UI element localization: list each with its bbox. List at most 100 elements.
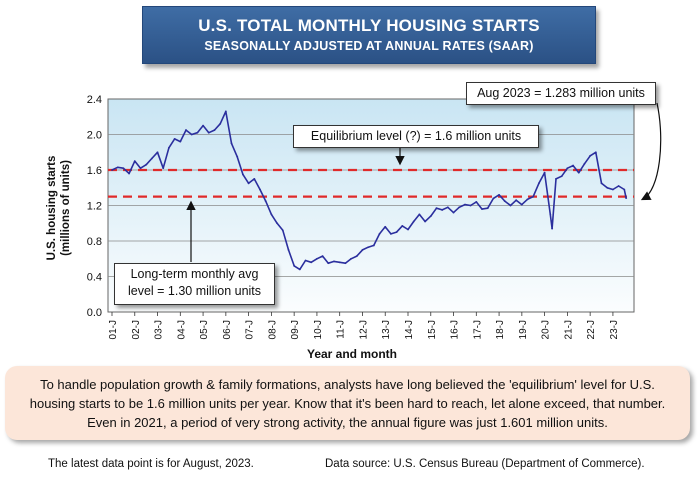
data-point (600, 182, 603, 185)
x-tick-label: 15-J (427, 320, 438, 339)
data-point (577, 171, 580, 174)
y-axis-label: U.S. housing starts (46, 156, 58, 261)
equilibrium-label: Equilibrium level (?) = 1.6 million unit… (310, 129, 522, 143)
data-point (316, 257, 318, 260)
data-point (133, 160, 136, 163)
data-point (543, 171, 546, 174)
data-point (520, 203, 523, 206)
y-tick-label: 0.4 (87, 272, 102, 284)
data-point (625, 197, 628, 200)
data-point (515, 199, 518, 202)
data-point (224, 110, 227, 113)
data-point (446, 206, 449, 209)
data-point (202, 124, 204, 127)
x-tick-label: 16-J (450, 320, 461, 339)
x-tick-label: 03-J (154, 320, 165, 339)
x-tick-label: 21-J (563, 320, 574, 339)
data-point (606, 186, 609, 189)
latest-point-label: Aug 2023 = 1.283 million units (477, 86, 645, 100)
data-point (247, 182, 250, 185)
data-point (486, 207, 489, 210)
x-tick-label: 07-J (245, 320, 256, 339)
data-point (429, 215, 432, 218)
y-tick-label: 1.2 (87, 201, 102, 213)
y-axis-ticks: 0.0 0.4 0.8 1.2 1.6 2.0 2.4 (87, 94, 102, 319)
data-point (612, 188, 614, 191)
data-point (412, 220, 415, 223)
data-point (475, 201, 478, 203)
x-tick-label: 19-J (518, 320, 529, 339)
data-point (384, 225, 387, 228)
data-point (566, 167, 569, 170)
footer-data-source: Data source: U.S. Census Bureau (Departm… (325, 458, 645, 470)
data-point (424, 220, 426, 223)
y-tick-label: 2.0 (87, 130, 102, 142)
data-point (623, 188, 626, 191)
data-point (139, 167, 142, 170)
data-point (128, 172, 130, 175)
data-point (304, 259, 307, 262)
data-point (452, 211, 455, 214)
data-point (458, 206, 461, 209)
x-tick-label: 05-J (199, 320, 210, 339)
data-point (538, 182, 540, 185)
x-tick-label: 09-J (290, 320, 301, 339)
data-point (498, 193, 500, 196)
data-point (372, 244, 375, 247)
chart-title-banner: U.S. TOTAL MONTHLY HOUSING STARTS SEASON… (142, 6, 596, 64)
x-tick-label: 08-J (267, 320, 278, 339)
data-point (435, 207, 438, 210)
x-tick-label: 04-J (176, 320, 187, 339)
data-point (464, 203, 466, 206)
data-point (594, 151, 597, 154)
chart-title: U.S. TOTAL MONTHLY HOUSING STARTS (198, 16, 540, 35)
data-point (321, 255, 324, 257)
equilibrium-callout: Equilibrium level (?) = 1.6 million unit… (293, 125, 539, 148)
reference-lines (108, 168, 634, 198)
data-point (333, 260, 335, 263)
x-tick-label: 20-J (541, 320, 552, 339)
data-point (617, 185, 620, 187)
x-tick-label: 22-J (586, 320, 597, 339)
note-text: To handle population growth & family for… (29, 377, 666, 430)
data-point (338, 261, 341, 264)
data-point (276, 222, 278, 225)
data-point (469, 204, 472, 207)
data-point (287, 248, 290, 251)
data-point (503, 200, 506, 202)
data-point (190, 133, 193, 136)
y-tick-label: 2.4 (87, 94, 102, 106)
x-tick-label: 10-J (313, 320, 324, 339)
x-tick-label: 06-J (222, 320, 233, 339)
data-point (253, 177, 256, 180)
data-point (526, 198, 529, 201)
x-tick-label: 02-J (131, 320, 142, 339)
data-point (122, 167, 125, 170)
data-point (355, 255, 358, 257)
housing-starts-chart: 0.0 0.4 0.8 1.2 1.6 2.0 2.4 01-J 02-J 03-J 04-J 05… (46, 94, 662, 361)
data-point (401, 225, 404, 227)
y-tick-label: 1.6 (87, 165, 102, 177)
data-point (549, 213, 552, 216)
data-point (293, 264, 296, 267)
x-tick-label: 11-J (336, 320, 347, 339)
explanatory-note: To handle population growth & family for… (5, 366, 690, 440)
footer-latest-point: The latest data point is for August, 202… (48, 458, 254, 470)
longterm-avg-label-line2: level = 1.30 million units (127, 284, 262, 298)
x-tick-label: 12-J (358, 320, 369, 339)
data-point (551, 227, 554, 230)
data-point (111, 169, 113, 171)
data-point (213, 129, 216, 131)
data-point (361, 248, 364, 251)
data-point (509, 204, 512, 207)
data-point (179, 140, 182, 143)
longterm-avg-label-line1: Long-term monthly avg (130, 267, 259, 281)
data-point (395, 231, 398, 234)
data-point (589, 154, 592, 157)
data-point (390, 233, 392, 235)
longterm-avg-callout: Long-term monthly avg level = 1.30 milli… (114, 263, 275, 305)
data-point (572, 164, 574, 167)
x-axis-label: Year and month (307, 347, 397, 361)
y-axis-label-units: (millions of units) (60, 160, 72, 256)
x-tick-label: 13-J (381, 320, 392, 339)
